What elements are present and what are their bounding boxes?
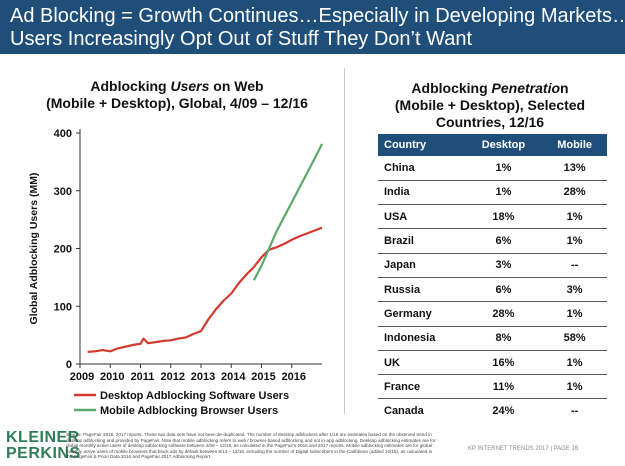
chart-title: Adblocking Users on Web (Mobile + Deskto… — [18, 78, 336, 112]
x-tick-label: 2011 — [131, 371, 155, 383]
desktop-cell: 11% — [464, 374, 543, 400]
table-title-line-1: Adblocking Penetration — [370, 80, 610, 97]
table-subtitle-line-1: (Mobile + Desktop), Selected — [394, 97, 586, 113]
table-row: China 1% 13% — [378, 156, 607, 181]
table-row: Indonesia 8% 58% — [378, 326, 607, 351]
x-tick-label: 2010 — [100, 371, 124, 383]
table-row: France 11% 1% — [378, 374, 607, 400]
country-cell: Japan — [378, 253, 465, 278]
x-tick-label: 2012 — [161, 371, 185, 383]
header-title-line-2: Users Increasingly Opt Out of Stuff They… — [10, 28, 473, 50]
source-note: Source: PageFair 2015, 2017 reports. The… — [66, 432, 436, 460]
page-footer: KP INTERNET TRENDS 2017 | PAGE 16 — [468, 446, 579, 452]
kleiner-perkins-logo: KLEINER PERKINS — [6, 430, 81, 462]
x-tick-label: 2015 — [251, 371, 275, 383]
table-title: Adblocking Penetration (Mobile + Desktop… — [370, 80, 610, 131]
chart-title-line-1: Adblocking Users on Web — [18, 78, 336, 95]
table-title-emphasis: Penetratio — [491, 80, 561, 96]
y-tick-label: 400 — [54, 128, 72, 140]
penetration-table: Country Desktop Mobile China 1% 13% Indi… — [378, 134, 607, 423]
desktop-cell: 8% — [464, 326, 543, 351]
mobile-cell: -- — [542, 253, 607, 278]
x-tick-label: 2016 — [282, 371, 306, 383]
chart-title-emphasis: Users — [170, 78, 210, 94]
logo-line-1: KLEINER — [6, 429, 80, 446]
table-row: India 1% 28% — [378, 180, 607, 206]
mobile-cell: 58% — [542, 326, 607, 351]
chart-title-prefix: Adblocking — [90, 78, 171, 94]
country-cell: UK — [378, 350, 465, 376]
country-cell: China — [378, 156, 465, 181]
table-row: Japan 3% -- — [378, 253, 607, 278]
desktop-cell: 24% — [492, 405, 515, 418]
mobile-cell: 3% — [542, 277, 607, 303]
country-cell: India — [378, 180, 465, 206]
x-tick-label: 2009 — [70, 371, 94, 383]
desktop-cell: 3% — [464, 253, 543, 278]
mobile-cell: 1% — [542, 204, 607, 230]
desktop-cell: 28% — [464, 301, 543, 327]
country-cell: USA — [378, 204, 465, 230]
mobile-cell: 1% — [542, 350, 607, 376]
legend-label-desktop: Desktop Adblocking Software Users — [100, 390, 289, 402]
header-title-line-1: Ad Blocking = Growth Continues…Especiall… — [10, 5, 625, 27]
desktop-cell: 6% — [464, 277, 543, 303]
table-row: USA 18% 1% — [378, 204, 607, 230]
table-row: Russia 6% 3% — [378, 277, 607, 303]
table-row: Brazil 6% 1% — [378, 228, 607, 254]
table-subtitle-line-2: Countries, 12/16 — [435, 114, 545, 130]
desktop-series-line — [87, 226, 323, 353]
table-title-prefix: Adblocking — [411, 80, 492, 96]
table-row: Canada 24% -- — [378, 399, 607, 423]
country-cell: Germany — [378, 301, 465, 327]
country-cell: France — [378, 374, 465, 400]
country-cell: Russia — [378, 277, 465, 303]
mobile-cell: -- — [570, 405, 579, 418]
desktop-cell: 18% — [464, 204, 543, 230]
country-cell: Indonesia — [378, 326, 465, 351]
mobile-cell: 1% — [542, 301, 607, 327]
desktop-cell: 1% — [464, 180, 543, 206]
mobile-cell: 1% — [542, 374, 607, 400]
desktop-cell: 6% — [464, 228, 543, 254]
y-tick-label: 300 — [54, 186, 72, 198]
mobile-cell: 28% — [542, 180, 607, 206]
legend-label-mobile: Mobile Adblocking Browser Users — [100, 405, 278, 417]
y-tick-label: 100 — [54, 301, 72, 313]
y-tick-label: 200 — [54, 244, 72, 256]
mobile-cell: 13% — [542, 156, 607, 181]
desktop-cell: 16% — [464, 350, 543, 376]
mobile-series-line — [252, 143, 323, 281]
chart-title-suffix: on Web — [209, 78, 264, 94]
table-header-row: Country Desktop Mobile — [378, 134, 607, 156]
adblocking-users-line-chart: 0 100 200 300 400 2009 2010 2011 2012 2013 2014 201… — [28, 128, 323, 417]
table-row: Germany 28% 1% — [378, 301, 607, 327]
table-row: UK 16% 1% — [378, 350, 607, 376]
column-header-country: Country — [378, 134, 465, 156]
x-tick-label: 2014 — [221, 371, 246, 383]
y-tick-label: 0 — [66, 359, 72, 371]
x-tick-label: 2013 — [191, 371, 215, 383]
y-axis-label: Global Adblocking Users (MM) — [28, 173, 40, 325]
country-cell: Brazil — [378, 228, 465, 254]
logo-line-2: PERKINS — [6, 445, 81, 462]
column-header-mobile: Mobile — [542, 134, 607, 156]
desktop-cell: 1% — [464, 156, 543, 181]
chart-subtitle: (Mobile + Desktop), Global, 4/09 – 12/16 — [46, 95, 308, 111]
column-header-desktop: Desktop — [464, 134, 543, 156]
mobile-cell: 1% — [542, 228, 607, 254]
slide-header: Ad Blocking = Growth Continues…Especiall… — [0, 0, 625, 54]
panel-divider — [344, 68, 345, 414]
table-title-suffix: n — [560, 80, 569, 96]
country-cell: Canada — [384, 405, 424, 418]
